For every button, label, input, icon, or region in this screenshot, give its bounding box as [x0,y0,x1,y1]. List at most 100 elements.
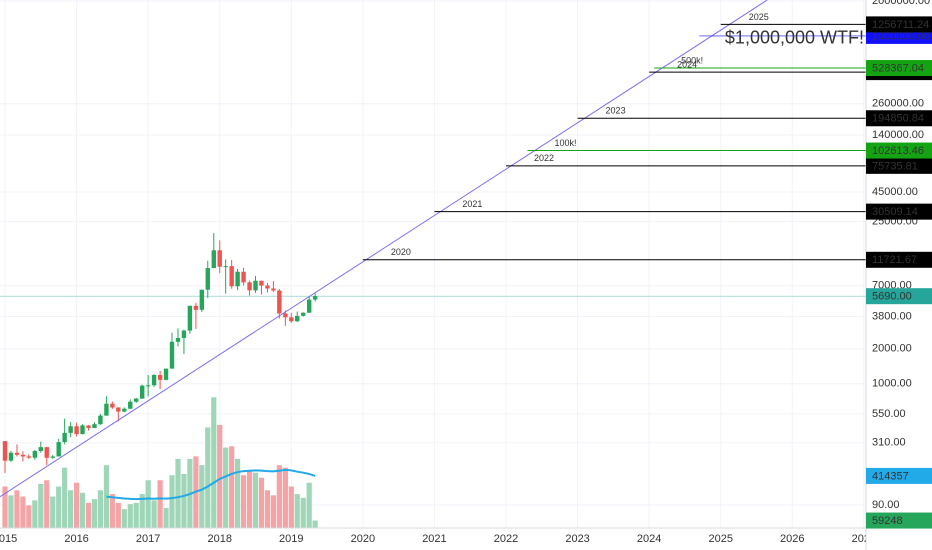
level-price-label-box [866,251,932,268]
candle-body [157,374,163,380]
level-price-label-box [866,142,932,159]
level-price-label-box [866,157,932,174]
x-tick-label: 2016 [64,533,88,545]
candle-body [211,250,216,269]
candle-body [80,425,85,435]
y-tick-label: 1000.00 [872,378,912,390]
level-price-label: 1256711.24 [872,19,929,31]
x-tick-label: 2026 [780,533,804,545]
volume-bar [115,502,121,528]
candle-body [145,385,151,387]
level-price-label-box [866,60,932,77]
level-label: 500k! [681,55,703,65]
candle-body [253,280,258,291]
candle-body [229,266,234,287]
volume-bar [68,490,74,528]
volume-bar [91,499,98,528]
x-tick-label: 2017 [136,533,160,545]
candle-body [44,447,49,458]
price-axis-bg [866,0,932,550]
candle-body [92,424,97,428]
candle-body [163,368,169,380]
volume-bar [50,496,56,528]
volume-bar [300,497,306,528]
volume-bar [205,427,211,528]
candle-body [181,330,187,339]
x-tick-label: 2018 [207,533,231,545]
candle-body [289,317,294,322]
candle-body [265,285,270,289]
volume-bar [169,475,175,528]
volume-ma-label-box [866,467,932,484]
volume-bar [157,480,163,528]
volume-bar [288,486,294,528]
candle-body [277,290,282,314]
volume-bar [103,465,110,528]
level-price-label-box [866,110,932,127]
candle-body [312,296,318,300]
candle-body [223,266,228,268]
level-label: 2022 [534,153,554,163]
candle-body [247,282,252,291]
level-price-label: 194850.84 [872,113,924,125]
candle-body [50,456,55,458]
level-price-label-box [866,203,932,220]
volume-bar [139,494,145,528]
volume-bar [8,495,14,528]
x-tick-label: 2023 [565,533,589,545]
volume-bar [223,447,229,528]
volume-bar [181,473,187,528]
y-tick-label: 260000.00 [872,98,924,110]
volume-bar [56,486,62,528]
volume-bar [145,480,151,528]
x-tick-label: 2019 [279,533,303,545]
x-tick-label: 2025 [708,533,732,545]
volume-bar [211,397,217,528]
y-tick-label: 310.00 [872,437,906,449]
candle-body [2,441,8,461]
volume-bar [270,495,276,528]
candle-body [74,426,79,435]
volume-bar [38,484,44,528]
x-tick-label: 2015 [0,533,17,545]
volume-bar [32,500,38,528]
candle-body [26,456,32,458]
volume-bar [14,490,20,528]
candle-body [193,305,199,310]
volume-bar [258,477,265,528]
candle-body [62,432,67,443]
volume-ma-line [106,468,316,501]
volume-bar [229,446,235,528]
x-tick-label: 2020 [351,533,375,545]
candle-body [20,454,26,457]
candle-body [259,280,264,286]
volume-bar [240,475,247,528]
y-tick-label: 550.00 [872,408,906,420]
y-tick-label: 140000.00 [872,129,924,141]
candle-body [38,447,43,452]
volume-ma-label: 414357 [872,470,909,482]
candle-body [241,271,246,283]
y-tick-label: 3800.00 [872,310,912,322]
level-price-label: 528367.04 [872,62,924,74]
volume-bar [44,480,50,528]
candle-body [133,398,139,402]
candle-body [217,250,222,267]
candle-body [175,338,181,342]
volume-bar [163,507,169,528]
level-label: 2021 [462,199,482,209]
level-label: 2024 [677,59,697,69]
volume-bar [85,502,92,528]
volume-bar [79,492,86,528]
x-tick-label: 2021 [422,533,446,545]
x-tick-label: 2022 [494,533,518,545]
candle-body [205,268,210,290]
current-price-label-box [866,288,932,305]
level-label: 2025 [749,12,769,22]
candle-body [8,452,14,461]
x-tick-label: 2027 [852,533,876,545]
current-price-label: 5690.00 [872,291,912,303]
candle-body [56,442,61,457]
